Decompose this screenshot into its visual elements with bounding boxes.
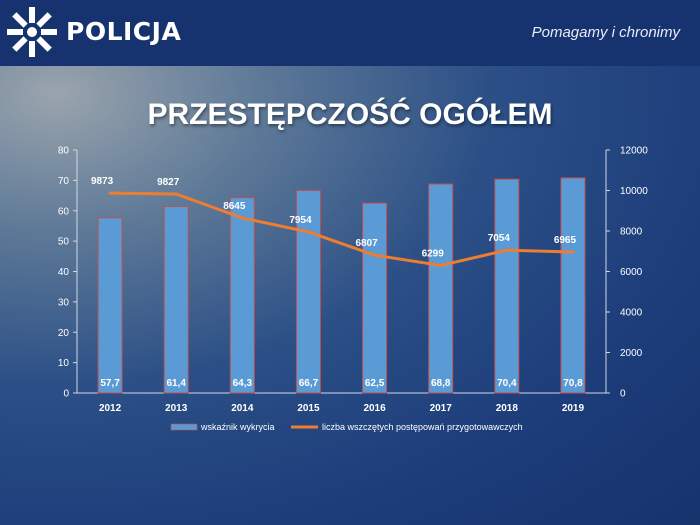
tagline: Pomagamy i chronimy [531, 24, 680, 41]
bar-data-label: 70,4 [497, 378, 517, 389]
legend-line-label: liczba wszczętych postępowań przygotowaw… [322, 422, 523, 432]
bar [494, 178, 520, 394]
chart-title: PRZESTĘPCZOŚĆ OGÓŁEM [147, 98, 553, 131]
category-label: 2012 [99, 403, 122, 414]
bar [362, 202, 388, 394]
line-point [505, 248, 509, 252]
line-point [174, 192, 178, 196]
line-point [306, 230, 310, 234]
left-tick-label: 10 [58, 358, 70, 369]
bar-data-label: 61,4 [166, 378, 186, 389]
line-data-label: 9827 [157, 177, 180, 188]
bar-data-label: 57,7 [100, 378, 120, 389]
left-tick-label: 0 [63, 389, 69, 400]
legend-bar-swatch [170, 423, 198, 431]
line-point [439, 263, 443, 267]
right-tick-label: 6000 [620, 267, 643, 278]
category-label: 2013 [165, 403, 188, 414]
category-label: 2015 [297, 403, 320, 414]
bar-data-label: 70,8 [563, 378, 583, 389]
line-point [373, 253, 377, 257]
line-data-label: 7054 [488, 233, 511, 244]
left-tick-label: 80 [58, 146, 70, 157]
legend-bar-label: wskaźnik wykrycia [200, 422, 275, 432]
category-label: 2019 [562, 403, 585, 414]
line-data-label: 6807 [355, 238, 378, 249]
bar [428, 183, 454, 394]
category-label: 2014 [231, 403, 254, 414]
line-point [240, 216, 244, 220]
line-point [108, 191, 112, 195]
left-tick-label: 70 [58, 176, 70, 187]
bar [560, 177, 586, 394]
police-star-icon [7, 7, 57, 57]
line-data-label: 6299 [422, 248, 445, 259]
line-data-label: 8645 [223, 201, 246, 212]
left-tick-label: 20 [58, 328, 70, 339]
bar [163, 205, 189, 394]
right-tick-label: 0 [620, 389, 626, 400]
right-tick-label: 2000 [620, 348, 643, 359]
bar [295, 189, 321, 394]
right-tick-label: 12000 [620, 146, 648, 157]
category-label: 2018 [496, 403, 519, 414]
bar [97, 217, 123, 394]
line-point [571, 250, 575, 254]
right-tick-label: 4000 [620, 308, 643, 319]
right-tick-label: 10000 [620, 186, 648, 197]
header-bar: POLICJA Pomagamy i chronimy [0, 0, 700, 66]
bar-data-label: 62,5 [365, 378, 385, 389]
line-data-label: 6965 [554, 235, 577, 246]
line-data-label: 9873 [91, 176, 114, 187]
line-series [110, 191, 573, 267]
line-data-label: 7954 [289, 215, 312, 226]
bar [229, 197, 255, 394]
category-label: 2017 [430, 403, 453, 414]
bar-data-label: 66,7 [299, 378, 319, 389]
right-tick-label: 8000 [620, 227, 643, 238]
left-tick-label: 30 [58, 297, 70, 308]
left-tick-label: 60 [58, 206, 70, 217]
left-tick-label: 40 [58, 267, 70, 278]
category-label: 2016 [363, 403, 386, 414]
bar-data-label: 64,3 [233, 378, 253, 389]
bar-data-label: 68,8 [431, 378, 451, 389]
left-tick-label: 50 [58, 237, 70, 248]
brand-name: POLICJA [66, 17, 182, 46]
